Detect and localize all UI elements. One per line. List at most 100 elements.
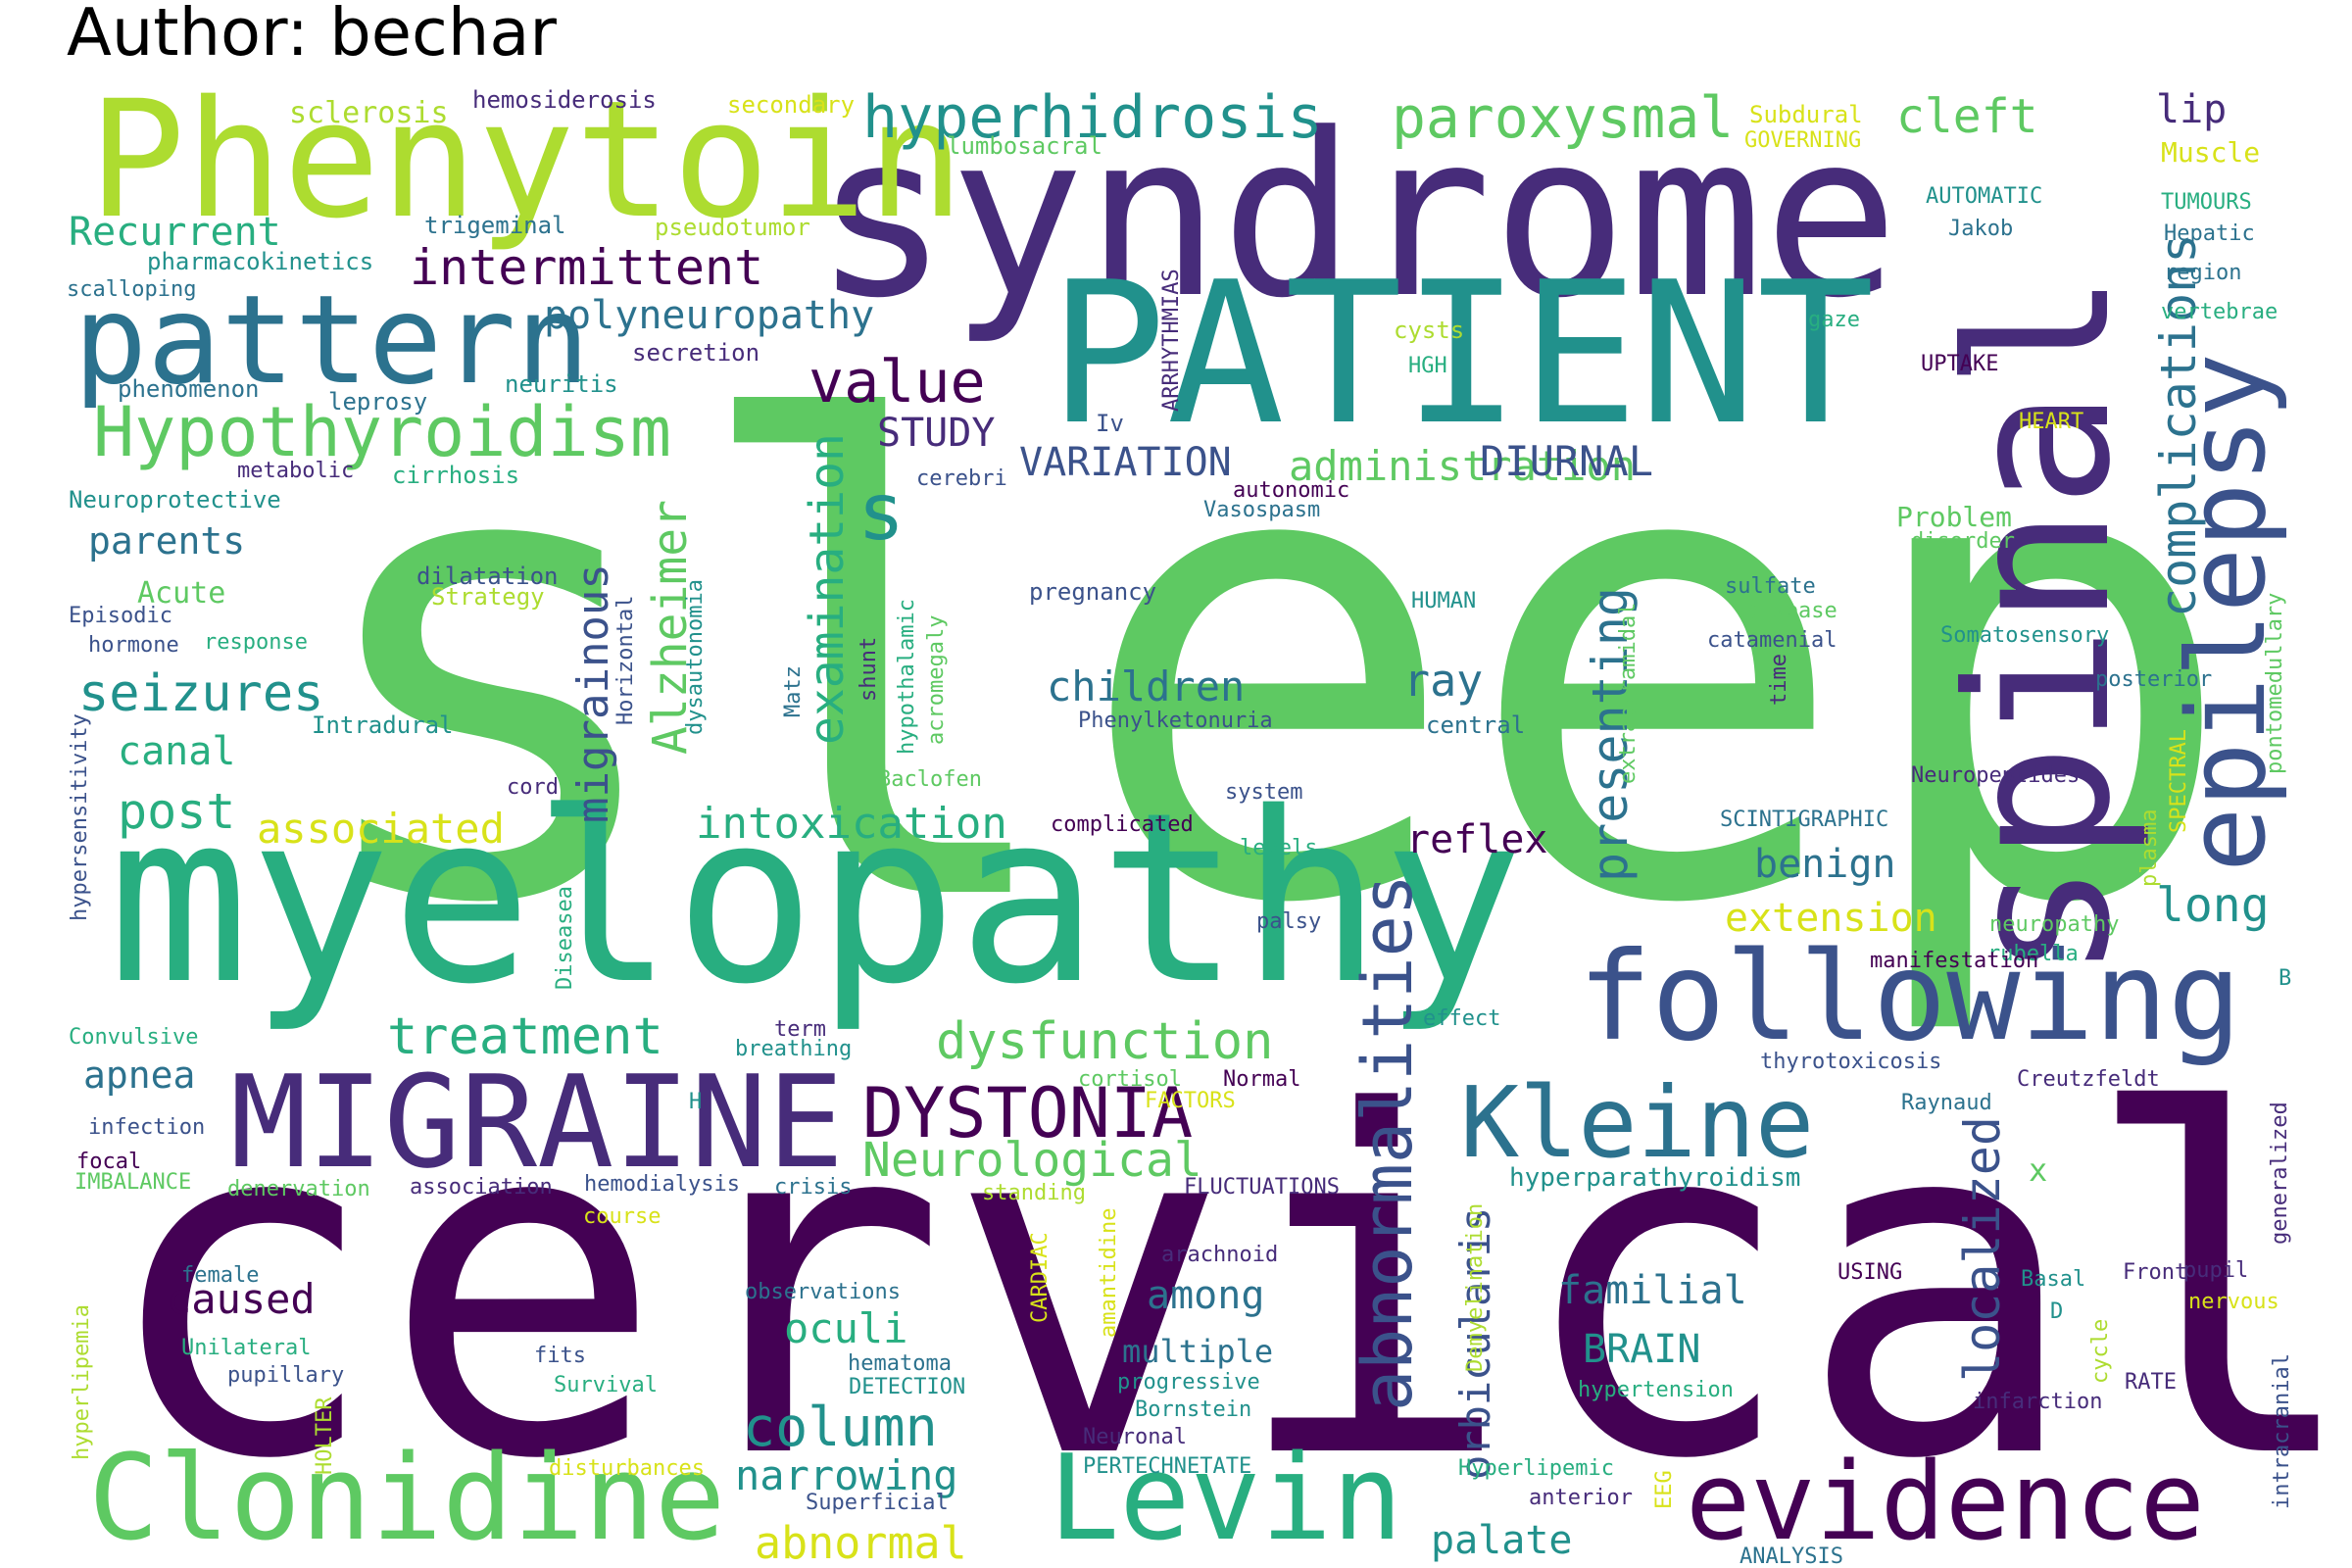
word-iv: Iv: [1096, 410, 1124, 437]
word-brain: BRAIN: [1583, 1327, 1700, 1372]
word-posterior: posterior: [2095, 667, 2212, 692]
word-narrowing: narrowing: [735, 1451, 958, 1499]
word-reflex: reflex: [1406, 817, 1548, 862]
word-jakob: Jakob: [1948, 217, 2013, 241]
word-somatosensory: Somatosensory: [1940, 623, 2109, 648]
word-cirrhosis: cirrhosis: [392, 462, 519, 489]
word-analysis: ANALYSIS: [1740, 1544, 1843, 1568]
word-variation: VARIATION: [1019, 440, 1232, 485]
word-shunt: shunt: [857, 637, 881, 702]
word-dystonia: DYSTONIA: [862, 1073, 1193, 1153]
word-abnormal: abnormal: [755, 1517, 967, 1568]
word-lumbosacral: lumbosacral: [947, 132, 1102, 160]
word-recurrent: Recurrent: [69, 210, 281, 255]
word-evidence: evidence: [1686, 1439, 2205, 1564]
word-intradural: Intradural: [312, 711, 454, 739]
word-observations: observations: [745, 1280, 901, 1304]
word-central: central: [1426, 711, 1525, 739]
word-breathing: breathing: [735, 1037, 852, 1061]
word-long: long: [2156, 878, 2270, 933]
word-neuropathy: neuropathy: [1989, 912, 2119, 937]
word-term: term: [774, 1017, 826, 1042]
word-generalized: generalized: [2268, 1102, 2292, 1245]
word-familial: familial: [1558, 1268, 1747, 1313]
word-post: post: [118, 783, 235, 840]
word-migrainous: migrainous: [568, 564, 618, 823]
word-factors: FACTORS: [1145, 1089, 1236, 1113]
word-extrapyramidal: extrapyramidal: [1616, 603, 1641, 784]
word-complicated: complicated: [1051, 812, 1194, 837]
word-leprosy: leprosy: [328, 388, 427, 416]
word-scalloping: scalloping: [67, 277, 196, 302]
word-localized: localized: [1954, 1116, 2011, 1382]
word-hypersensitivity: hypersensitivity: [68, 713, 92, 921]
word-neuroprotective: Neuroprotective: [69, 486, 281, 514]
word-dilatation: dilatation: [416, 563, 559, 590]
word-gaze: gaze: [1808, 308, 1860, 332]
word-ray: ray: [1403, 655, 1483, 707]
word-palsy: palsy: [1256, 909, 1321, 934]
word-cerebri: cerebri: [916, 466, 1007, 491]
word-uptake: UPTAKE: [1921, 352, 1998, 376]
word-phenytoin: Phenytoin: [88, 66, 964, 254]
word-acromegaly: acromegaly: [924, 615, 949, 745]
word-arrhythmias: ARRHYTHMIAS: [1159, 269, 1184, 412]
word-cycle: cycle: [2088, 1319, 2113, 1384]
word-horizontal: Horizontal: [613, 596, 638, 725]
word-human: HUMAN: [1411, 589, 1476, 613]
word-secondary: secondary: [727, 91, 855, 119]
word-fluctuations: FLUCTUATIONS: [1184, 1175, 1340, 1200]
word-patient: PATIENT: [1049, 240, 1875, 468]
word-benign: benign: [1754, 842, 1896, 887]
word-myelopathy: myelopathy: [108, 761, 1524, 1036]
word-associated: associated: [257, 805, 505, 853]
word-pharmacokinetics: pharmacokinetics: [147, 248, 373, 275]
word-abnormalities: abnormalities: [1348, 874, 1428, 1411]
word-d: D: [2050, 1299, 2063, 1324]
word-vertebrae: vertebrae: [2161, 300, 2278, 324]
word-presenting: presenting: [1582, 587, 1639, 882]
word-cysts: cysts: [1394, 317, 1464, 344]
word-basal: Basal: [2021, 1267, 2085, 1292]
word-tumours: TUMOURS: [2161, 190, 2252, 215]
word-unilateral: Unilateral: [181, 1336, 311, 1360]
word-pseudotumor: pseudotumor: [655, 214, 810, 241]
word-region: region: [2164, 261, 2241, 285]
word-neuronal: Neuronal: [1083, 1425, 1187, 1449]
word-autonomic: autonomic: [1233, 478, 1349, 503]
word-parents: parents: [88, 519, 245, 563]
word-spectral: SPECTRAL: [2167, 729, 2191, 833]
word-examination: examination: [800, 433, 855, 745]
word-hormone: hormone: [88, 633, 179, 658]
word-association: association: [410, 1175, 553, 1200]
word-acute: Acute: [137, 576, 225, 611]
word-demyelination: Demyelination: [1463, 1203, 1488, 1372]
word-dysautonomia: dysautonomia: [683, 579, 708, 735]
word-pontomedullary: pontomedullary: [2263, 593, 2287, 774]
word-polyneuropathy: polyneuropathy: [544, 293, 874, 338]
word-diurnal: DIURNAL: [1480, 437, 1653, 485]
word-levels: levels: [1240, 836, 1317, 860]
word-rate: RATE: [2125, 1370, 2177, 1395]
word-pregnancy: pregnancy: [1029, 578, 1156, 606]
word-x: x: [2029, 1152, 2047, 1189]
word-manifestation: manifestation: [1870, 949, 2038, 973]
word-h: H: [689, 1090, 702, 1114]
word-epilepsy: epilepsy: [2164, 353, 2289, 872]
word-intoxication: intoxication: [696, 799, 1007, 849]
word-survival: Survival: [554, 1373, 658, 1397]
word-cord: cord: [507, 775, 559, 800]
word-holter: HOLTER: [313, 1396, 337, 1475]
word-imbalance: IMBALANCE: [74, 1170, 191, 1195]
word-hypertension: hypertension: [1578, 1378, 1734, 1402]
word-sclerosis: sclerosis: [289, 96, 449, 130]
word-trigeminal: trigeminal: [424, 212, 566, 239]
word-problem: Problem: [1896, 501, 2012, 533]
word-cortisol: cortisol: [1078, 1067, 1182, 1092]
word-hematoma: hematoma: [848, 1351, 952, 1376]
word-phenylketonuria: Phenylketonuria: [1078, 709, 1273, 733]
word-anterior: anterior: [1529, 1486, 1633, 1510]
word-seizures: seizures: [78, 664, 323, 723]
word-catamenial: catamenial: [1707, 628, 1837, 653]
word-baclofen: Baclofen: [878, 767, 982, 792]
